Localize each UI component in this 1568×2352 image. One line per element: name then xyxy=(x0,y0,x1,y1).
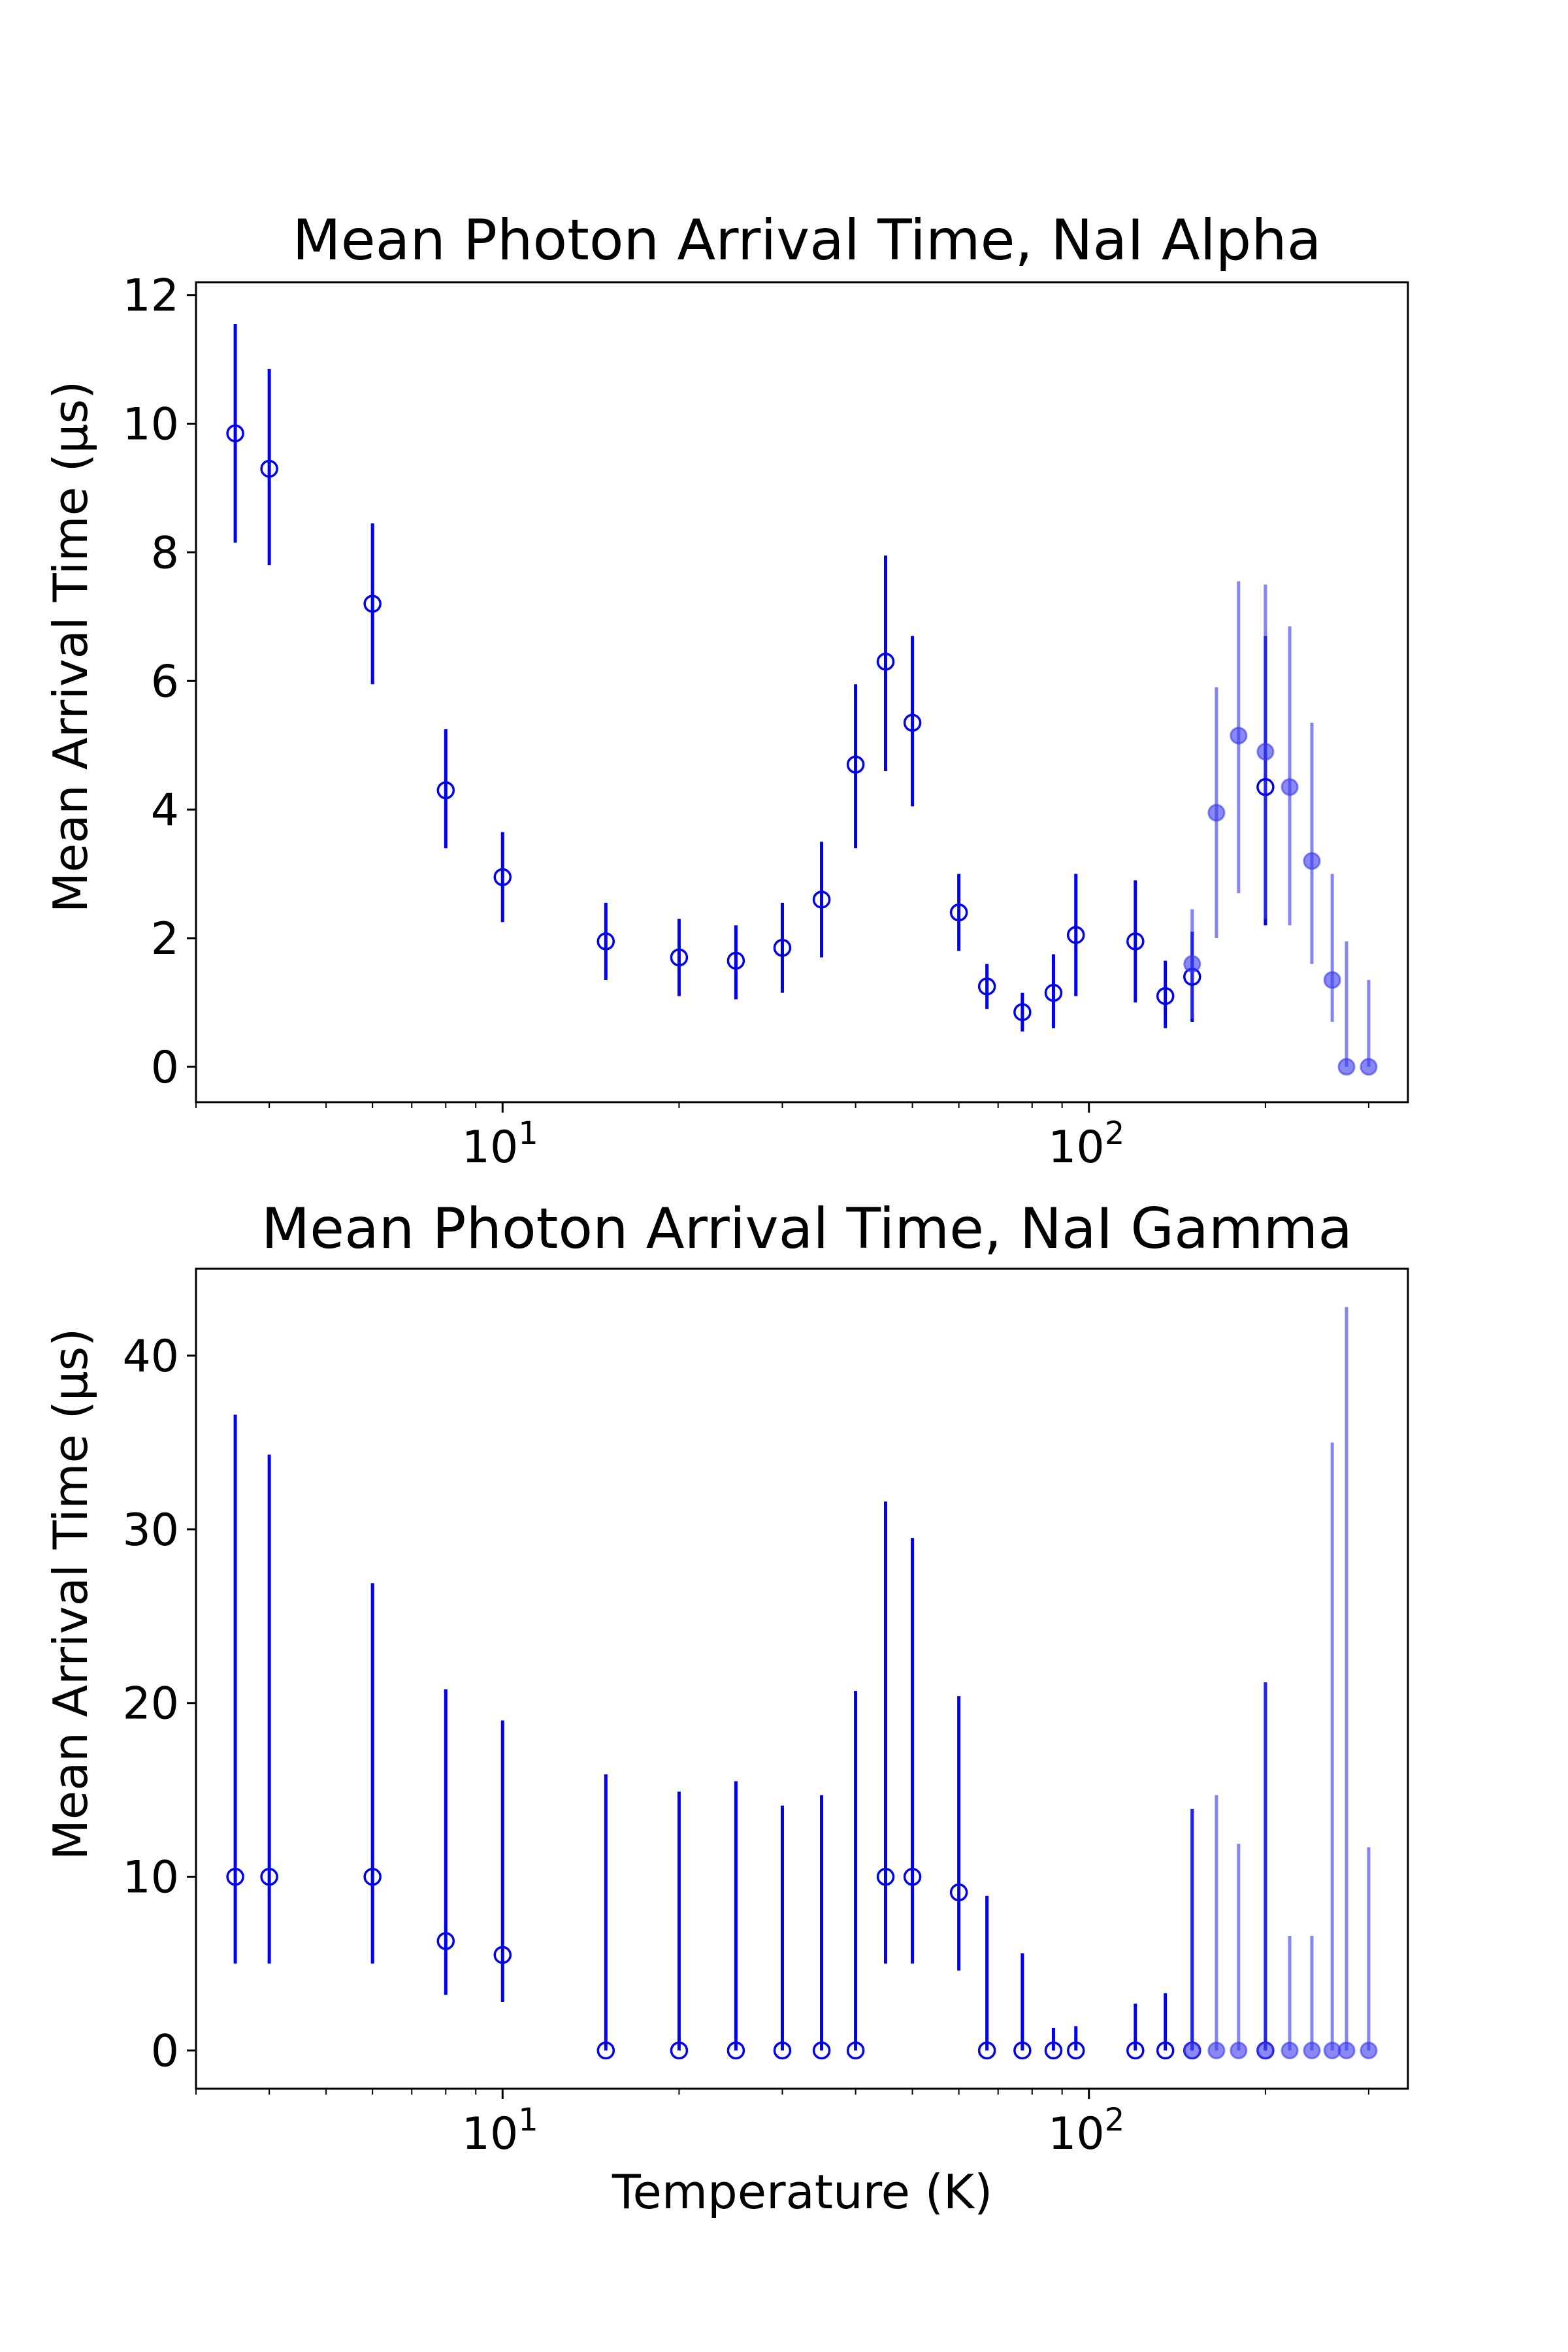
y-tick-label: 10 xyxy=(122,1852,179,1904)
data-point xyxy=(670,2041,689,2060)
chart-title: Mean Photon Arrival Time, NaI Alpha xyxy=(293,208,1322,273)
data-point-filled xyxy=(1183,955,1201,973)
data-point xyxy=(436,781,455,800)
y-tick-label: 0 xyxy=(151,1042,179,1094)
y-tick-label: 2 xyxy=(151,913,179,965)
data-point xyxy=(903,1867,922,1886)
data-point-filled xyxy=(1281,778,1299,796)
data-point-filled xyxy=(1256,2042,1275,2060)
data-point-filled xyxy=(1337,2042,1356,2060)
data-point xyxy=(1013,1003,1032,1021)
data-point xyxy=(493,868,512,887)
data-point-filled xyxy=(1323,971,1341,989)
data-point xyxy=(260,1867,278,1886)
data-point-filled xyxy=(1303,852,1321,870)
plot-area: 0 10 20 30 40 101 102 xyxy=(122,1307,1378,2160)
data-point xyxy=(727,951,745,970)
data-point xyxy=(1126,932,1145,951)
data-point xyxy=(949,1883,968,1902)
data-point xyxy=(670,948,689,967)
y-tick-label: 30 xyxy=(122,1505,179,1556)
data-point-filled xyxy=(1256,743,1275,761)
y-tick-label: 8 xyxy=(151,527,179,579)
plot-frame xyxy=(195,1267,1409,2090)
data-point xyxy=(226,1867,244,1886)
x-tick-label: 101 xyxy=(462,1115,538,1173)
data-point-filled xyxy=(1337,1058,1356,1076)
data-point xyxy=(812,2041,831,2060)
data-point xyxy=(363,595,382,613)
data-point xyxy=(1013,2041,1032,2060)
data-point xyxy=(260,459,278,478)
y-axis-label: Mean Arrival Time (μs) xyxy=(43,1328,98,1860)
data-point xyxy=(846,2041,865,2060)
data-point xyxy=(1126,2041,1145,2060)
plot-frame xyxy=(195,281,1409,1103)
data-point xyxy=(977,2041,996,2060)
chart-alpha: Mean Photon Arrival Time, NaI Alpha Mean… xyxy=(43,208,1409,1173)
data-point-filled xyxy=(1230,2042,1248,2060)
data-point-filled xyxy=(1207,2042,1226,2060)
data-point-filled xyxy=(1183,2042,1201,2060)
x-tick-label: 102 xyxy=(1048,2102,1124,2160)
data-point xyxy=(903,713,922,732)
data-point xyxy=(812,890,831,909)
data-point-filled xyxy=(1360,1058,1378,1076)
data-point xyxy=(1044,983,1063,1002)
data-point-filled xyxy=(1360,2042,1378,2060)
data-point xyxy=(876,652,895,671)
data-point xyxy=(949,903,968,922)
data-point-filled xyxy=(1281,2042,1299,2060)
data-point xyxy=(1066,2041,1085,2060)
data-point xyxy=(363,1867,382,1886)
data-point xyxy=(1156,2041,1175,2060)
data-point-filled xyxy=(1207,804,1226,822)
chart-title: Mean Photon Arrival Time, NaI Gamma xyxy=(261,1196,1352,1262)
data-point xyxy=(1256,777,1275,796)
y-tick-label: 10 xyxy=(122,399,179,451)
data-point xyxy=(436,1932,455,1950)
x-axis-label: Temperature (K) xyxy=(612,2164,992,2219)
x-tick-label: 102 xyxy=(1048,1115,1124,1173)
y-tick-label: 4 xyxy=(151,785,179,836)
plot-area: 0 2 4 6 8 10 12 101 102 xyxy=(122,270,1378,1173)
data-point xyxy=(1044,2041,1063,2060)
data-point xyxy=(1066,926,1085,944)
y-axis-label: Mean Arrival Time (μs) xyxy=(43,381,98,913)
data-point xyxy=(876,1867,895,1886)
y-tick-label: 20 xyxy=(122,1678,179,1730)
y-tick-label: 12 xyxy=(122,270,179,322)
data-point xyxy=(846,755,865,774)
data-point-filled xyxy=(1303,2042,1321,2060)
data-point xyxy=(596,932,615,951)
data-point-filled xyxy=(1230,727,1248,745)
x-tick-label: 101 xyxy=(462,2102,538,2160)
data-point xyxy=(493,1946,512,1965)
y-tick-label: 40 xyxy=(122,1331,179,1382)
data-point xyxy=(773,2041,792,2060)
data-point xyxy=(773,939,792,957)
y-tick-label: 0 xyxy=(151,2026,179,2078)
chart-gamma: Mean Photon Arrival Time, NaI Gamma Mean… xyxy=(43,1196,1409,2219)
data-point xyxy=(226,424,244,443)
y-tick-label: 6 xyxy=(151,656,179,708)
data-point xyxy=(727,2041,745,2060)
data-point xyxy=(977,977,996,996)
data-point xyxy=(1156,987,1175,1005)
data-point xyxy=(596,2041,615,2060)
